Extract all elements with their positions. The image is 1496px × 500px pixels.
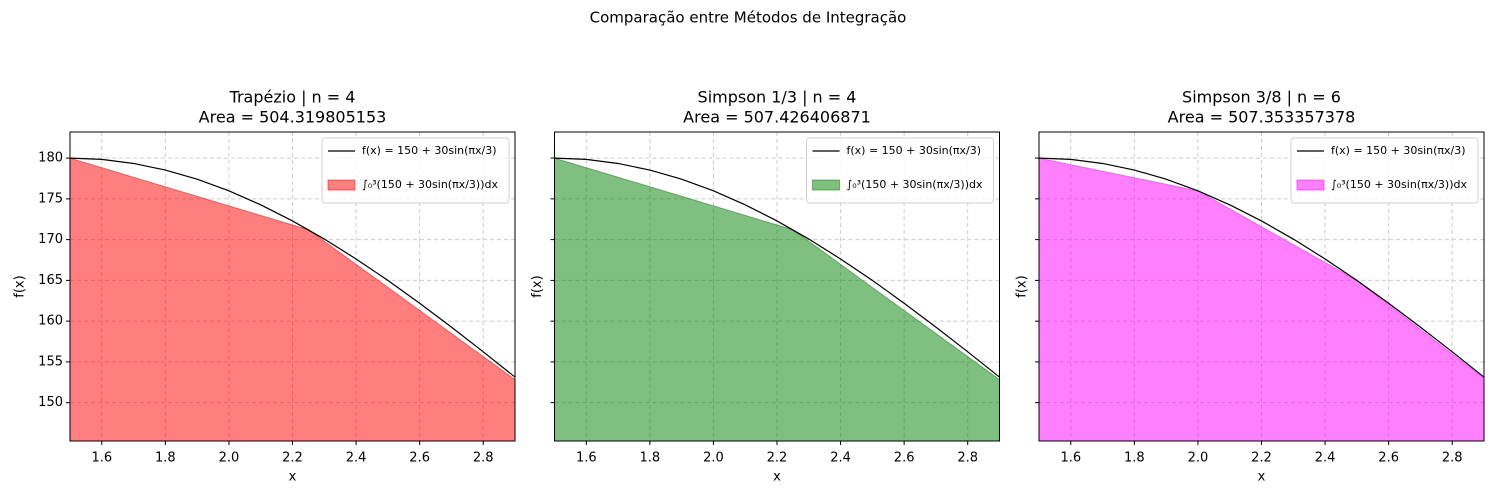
subplot-title: Trapézio | n = 4	[229, 88, 356, 107]
x-tick-label: 2.4	[346, 451, 367, 466]
x-tick-label: 2.2	[767, 451, 788, 466]
x-tick-label: 2.6	[409, 451, 430, 466]
axes-frame	[69, 131, 516, 442]
legend-box	[321, 137, 510, 204]
subplot-subtitle: Area = 507.353357378	[1168, 108, 1356, 127]
legend: f(x) = 150 + 30sin(πx/3) ∫₀³(150 + 30sin(…	[1290, 137, 1479, 204]
x-tick-label: 2.2	[282, 451, 303, 466]
x-tick-label: 2.4	[830, 451, 851, 466]
x-tick-label: 1.8	[1124, 451, 1145, 466]
y-tick-label: 170	[38, 232, 63, 247]
area	[554, 157, 1000, 441]
legend-label: f(x) = 150 + 30sin(πx/3)	[1331, 144, 1466, 157]
x-tick-label: 2.8	[957, 451, 978, 466]
legend-swatch	[327, 179, 356, 191]
x-tick-label: 1.8	[640, 451, 661, 466]
legend-swatch	[1296, 179, 1325, 191]
axes-frame	[554, 131, 1000, 442]
legend-label: f(x) = 150 + 30sin(πx/3)	[362, 144, 497, 157]
line	[70, 157, 515, 378]
x-tick-label: 1.6	[91, 451, 112, 466]
x-tick-label: 2.0	[219, 451, 240, 466]
legend-label: ∫₀³(150 + 30sin(πx/3))dx	[847, 178, 983, 191]
area	[70, 157, 515, 441]
plot-area	[70, 157, 515, 441]
legend: f(x) = 150 + 30sin(πx/3) ∫₀³(150 + 30sin(…	[321, 137, 510, 204]
x-tick-label: 2.0	[703, 451, 724, 466]
x-tick-label: 1.6	[1060, 451, 1081, 466]
x-tick-label: 1.6	[576, 451, 597, 466]
x-tick-label: 2.8	[1442, 451, 1463, 466]
y-axis-label: f(x)	[13, 275, 28, 297]
y-tick-label: 150	[38, 395, 63, 410]
line	[554, 157, 1000, 378]
y-tick-label: 180	[38, 151, 63, 166]
y-tick-label: 155	[38, 354, 63, 369]
line	[1039, 157, 1484, 378]
x-axis-label: x	[773, 470, 781, 485]
axes-frame	[1038, 131, 1485, 442]
x-tick-label: 2.8	[473, 451, 494, 466]
y-tick-label: 160	[38, 314, 63, 329]
suptitle: Comparação entre Métodos de Integração	[590, 9, 907, 27]
legend-label: ∫₀³(150 + 30sin(πx/3))dx	[1331, 178, 1467, 191]
x-axis-label: x	[289, 470, 297, 485]
plot-area	[554, 157, 1000, 441]
x-tick-label: 2.4	[1315, 451, 1336, 466]
legend-box	[806, 137, 994, 204]
legend: f(x) = 150 + 30sin(πx/3) ∫₀³(150 + 30sin(…	[806, 137, 994, 204]
x-tick-label: 2.6	[1378, 451, 1399, 466]
x-axis-label: x	[1258, 470, 1266, 485]
legend-swatch	[812, 179, 840, 191]
x-tick-label: 1.8	[155, 451, 176, 466]
y-axis-label: f(x)	[1015, 275, 1030, 297]
legend-box	[1290, 137, 1479, 204]
y-tick-label: 165	[38, 273, 63, 288]
x-tick-label: 2.6	[894, 451, 915, 466]
legend-label: f(x) = 150 + 30sin(πx/3)	[847, 144, 982, 157]
legend-label: ∫₀³(150 + 30sin(πx/3))dx	[362, 178, 498, 191]
x-tick-label: 2.0	[1188, 451, 1209, 466]
y-axis-label: f(x)	[530, 275, 545, 297]
y-tick-label: 175	[38, 191, 63, 206]
subplot-subtitle: Area = 504.319805153	[199, 108, 387, 127]
subplot-subtitle: Area = 507.426406871	[683, 108, 871, 127]
x-tick-label: 2.2	[1251, 451, 1272, 466]
subplot-title: Simpson 1/3 | n = 4	[698, 88, 857, 107]
plot-area	[1039, 157, 1484, 441]
subplot-title: Simpson 3/8 | n = 6	[1182, 88, 1341, 107]
